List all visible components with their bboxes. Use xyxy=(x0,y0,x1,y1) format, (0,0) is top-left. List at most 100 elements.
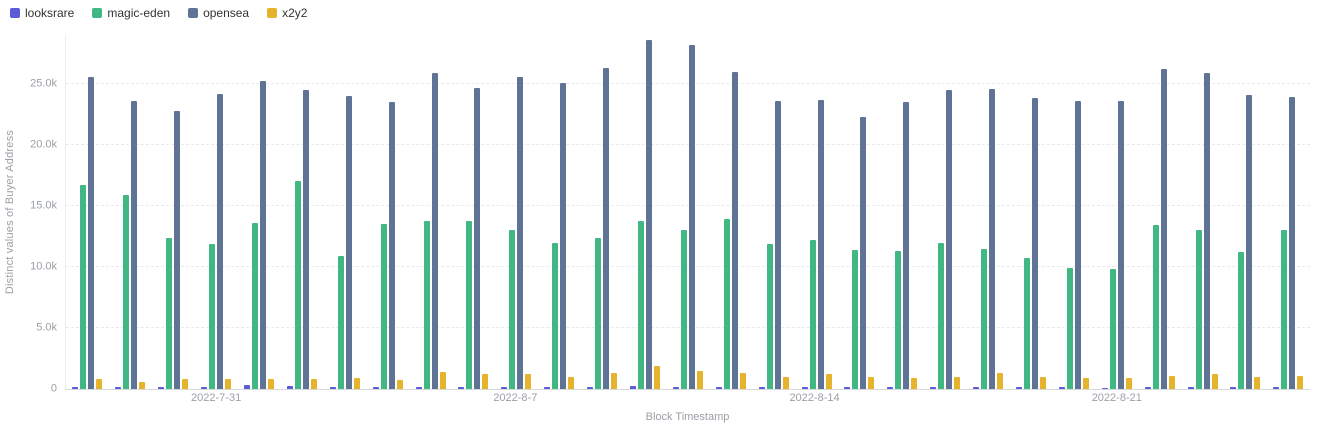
bar-x2y2[interactable] xyxy=(1254,376,1261,389)
bar-x2y2[interactable] xyxy=(1297,375,1304,389)
bar-magic-eden[interactable] xyxy=(552,242,559,389)
bar-opensea[interactable] xyxy=(517,76,524,389)
bar-magic-eden[interactable] xyxy=(1195,230,1202,389)
bar-opensea[interactable] xyxy=(903,102,910,389)
bar-magic-eden[interactable] xyxy=(80,185,87,389)
bar-x2y2[interactable] xyxy=(439,371,446,389)
bar-looksrare[interactable] xyxy=(1230,387,1237,389)
bar-looksrare[interactable] xyxy=(329,387,336,389)
bar-looksrare[interactable] xyxy=(158,387,165,389)
bar-looksrare[interactable] xyxy=(1187,387,1194,389)
bar-looksrare[interactable] xyxy=(930,387,937,389)
bar-opensea[interactable] xyxy=(946,89,953,389)
bar-magic-eden[interactable] xyxy=(466,220,473,389)
bar-opensea[interactable] xyxy=(88,76,95,389)
bar-x2y2[interactable] xyxy=(96,379,103,389)
bar-opensea[interactable] xyxy=(388,102,395,389)
bar-looksrare[interactable] xyxy=(715,386,722,389)
bar-opensea[interactable] xyxy=(817,99,824,389)
bar-looksrare[interactable] xyxy=(672,386,679,389)
bar-looksrare[interactable] xyxy=(1101,387,1108,389)
bar-magic-eden[interactable] xyxy=(1024,258,1031,389)
bar-looksrare[interactable] xyxy=(544,387,551,389)
bar-x2y2[interactable] xyxy=(868,376,875,389)
bar-looksrare[interactable] xyxy=(115,387,122,389)
bar-x2y2[interactable] xyxy=(225,379,232,389)
bar-x2y2[interactable] xyxy=(1168,375,1175,389)
bar-opensea[interactable] xyxy=(1246,94,1253,389)
bar-opensea[interactable] xyxy=(131,100,138,389)
bar-looksrare[interactable] xyxy=(415,386,422,389)
bar-looksrare[interactable] xyxy=(244,385,250,389)
bar-x2y2[interactable] xyxy=(654,365,661,389)
bar-magic-eden[interactable] xyxy=(423,220,430,389)
bar-opensea[interactable] xyxy=(774,100,781,389)
bar-x2y2[interactable] xyxy=(310,379,317,389)
bar-magic-eden[interactable] xyxy=(252,223,258,389)
bar-magic-eden[interactable] xyxy=(981,248,988,389)
bar-x2y2[interactable] xyxy=(1125,378,1132,389)
bar-x2y2[interactable] xyxy=(825,374,832,389)
bar-x2y2[interactable] xyxy=(696,370,703,389)
bar-x2y2[interactable] xyxy=(482,374,489,389)
bar-opensea[interactable] xyxy=(603,67,610,389)
bar-x2y2[interactable] xyxy=(182,379,189,389)
bar-opensea[interactable] xyxy=(560,82,567,389)
bar-opensea[interactable] xyxy=(860,116,867,389)
bar-looksrare[interactable] xyxy=(372,387,379,389)
legend-item-opensea[interactable]: opensea xyxy=(188,7,249,19)
bar-looksrare[interactable] xyxy=(801,387,808,389)
bar-looksrare[interactable] xyxy=(1016,387,1023,389)
bar-magic-eden[interactable] xyxy=(1152,225,1159,389)
bar-x2y2[interactable] xyxy=(1040,376,1047,389)
bar-looksrare[interactable] xyxy=(201,386,208,389)
bar-looksrare[interactable] xyxy=(72,386,79,389)
bar-looksrare[interactable] xyxy=(887,387,894,389)
legend-item-looksrare[interactable]: looksrare xyxy=(10,7,74,19)
bar-magic-eden[interactable] xyxy=(1281,230,1288,389)
bar-x2y2[interactable] xyxy=(568,376,575,389)
bar-opensea[interactable] xyxy=(1074,100,1081,389)
bar-looksrare[interactable] xyxy=(1273,387,1280,389)
bar-looksrare[interactable] xyxy=(501,387,508,389)
bar-magic-eden[interactable] xyxy=(209,243,216,389)
bar-magic-eden[interactable] xyxy=(938,242,945,389)
bar-x2y2[interactable] xyxy=(911,378,918,389)
bar-x2y2[interactable] xyxy=(1211,374,1218,389)
bar-x2y2[interactable] xyxy=(525,374,532,389)
bar-looksrare[interactable] xyxy=(286,385,293,389)
bar-opensea[interactable] xyxy=(1032,98,1039,389)
bar-x2y2[interactable] xyxy=(139,381,146,389)
bar-x2y2[interactable] xyxy=(954,376,961,389)
bar-opensea[interactable] xyxy=(1203,72,1210,389)
bar-x2y2[interactable] xyxy=(396,380,403,389)
bar-magic-eden[interactable] xyxy=(1238,252,1245,389)
legend-item-x2y2[interactable]: x2y2 xyxy=(267,7,307,19)
bar-looksrare[interactable] xyxy=(758,387,765,389)
bar-opensea[interactable] xyxy=(688,44,695,389)
bar-x2y2[interactable] xyxy=(611,373,618,389)
bar-opensea[interactable] xyxy=(1289,97,1296,389)
bar-opensea[interactable] xyxy=(174,110,181,389)
bar-opensea[interactable] xyxy=(1117,100,1124,389)
bar-magic-eden[interactable] xyxy=(1109,269,1116,389)
bar-magic-eden[interactable] xyxy=(166,237,173,389)
bar-opensea[interactable] xyxy=(646,39,653,389)
bar-magic-eden[interactable] xyxy=(509,230,516,389)
bar-looksrare[interactable] xyxy=(973,387,980,389)
bar-opensea[interactable] xyxy=(431,72,438,389)
bar-magic-eden[interactable] xyxy=(337,255,344,389)
bar-x2y2[interactable] xyxy=(739,373,746,389)
bar-opensea[interactable] xyxy=(474,87,481,389)
bar-magic-eden[interactable] xyxy=(638,220,645,389)
bar-x2y2[interactable] xyxy=(1082,378,1089,389)
bar-opensea[interactable] xyxy=(345,96,352,389)
bar-x2y2[interactable] xyxy=(353,378,360,389)
bar-magic-eden[interactable] xyxy=(680,230,687,389)
bar-magic-eden[interactable] xyxy=(809,240,816,389)
legend-item-magic-eden[interactable]: magic-eden xyxy=(92,7,170,19)
bar-opensea[interactable] xyxy=(1160,69,1167,389)
bar-magic-eden[interactable] xyxy=(852,249,859,389)
bar-looksrare[interactable] xyxy=(1144,387,1151,389)
bar-magic-eden[interactable] xyxy=(723,219,730,389)
